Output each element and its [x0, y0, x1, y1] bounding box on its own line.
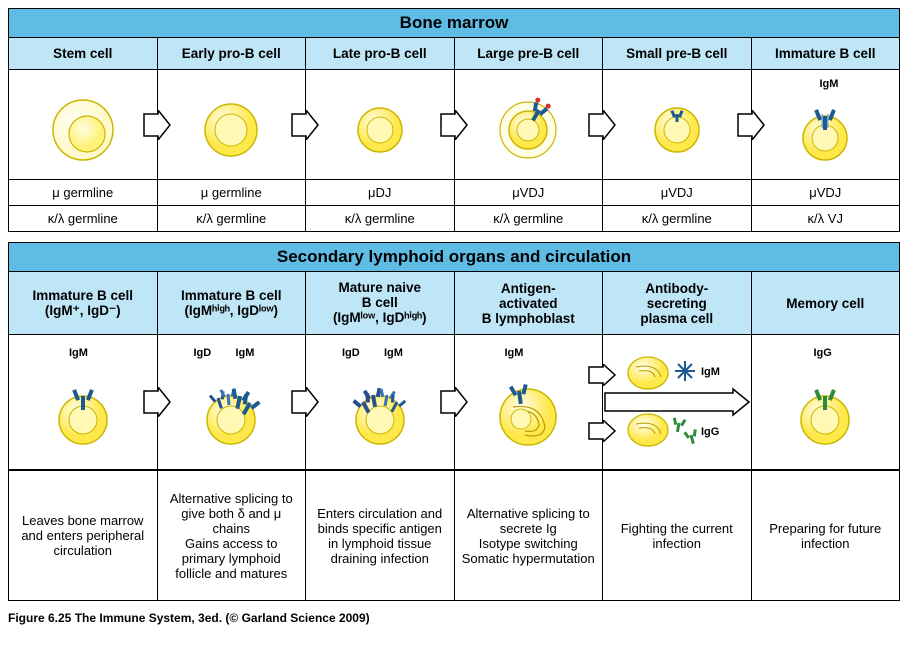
plasma-igm-text: IgM [701, 366, 720, 378]
gene-cell: κ/λ germline [455, 206, 604, 231]
mature-naive-img: IgD IgM [306, 335, 455, 470]
gene-cell: κ/λ VJ [752, 206, 900, 231]
col-head: Antibody- secreting plasma cell [603, 272, 752, 335]
igm-label: IgM [384, 347, 403, 359]
col-head: Memory cell [752, 272, 900, 335]
section2-header-row: Immature B cell (IgM⁺, IgD⁻) Immature B … [9, 272, 899, 335]
desc-cell: Preparing for future infection [752, 470, 900, 600]
immature-b-img2: IgM [9, 335, 158, 470]
gene-cell: μVDJ [455, 180, 604, 206]
section1-gene-row1: μ germline μ germline μDJ μVDJ μVDJ μVDJ [9, 180, 899, 206]
col-head: Stem cell [9, 38, 158, 70]
secondary-lymphoid-section: Secondary lymphoid organs and circulatio… [8, 242, 900, 601]
igm-label: IgM [69, 347, 88, 359]
early-pro-b-img [158, 70, 307, 180]
desc-cell: Fighting the current infection [603, 470, 752, 600]
section2-image-row: IgM IgD IgM [9, 335, 899, 470]
gene-cell: μ germline [9, 180, 158, 206]
col-head: Small pre-B cell [603, 38, 752, 70]
col-head: Early pro-B cell [158, 38, 307, 70]
col-head: Immature B cell [752, 38, 900, 70]
section2-title: Secondary lymphoid organs and circulatio… [9, 243, 899, 272]
igd-label: IgD [342, 347, 360, 359]
large-pre-b-img [455, 70, 604, 180]
desc-cell: Leaves bone marrow and enters peripheral… [9, 470, 158, 600]
gene-cell: κ/λ germline [9, 206, 158, 231]
igm-label: IgM [236, 347, 255, 359]
section1-header-row: Stem cell Early pro-B cell Late pro-B ce… [9, 38, 899, 70]
plasma-cell-img: IgM IgG [603, 335, 752, 470]
memory-cell-img: IgG [752, 335, 900, 470]
igm-label: IgM [505, 347, 524, 359]
section1-image-row: IgM [9, 70, 899, 180]
gene-cell: κ/λ germline [158, 206, 307, 231]
section1-title: Bone marrow [9, 9, 899, 38]
section1-gene-row2: κ/λ germline κ/λ germline κ/λ germline κ… [9, 206, 899, 231]
col-head: Antigen- activated B lymphoblast [455, 272, 604, 335]
col-head: Large pre-B cell [455, 38, 604, 70]
igm-label: IgM [820, 78, 839, 90]
gene-cell: κ/λ germline [603, 206, 752, 231]
gene-cell: κ/λ germline [306, 206, 455, 231]
gene-cell: μDJ [306, 180, 455, 206]
desc-cell: Alternative splicing to give both δ and … [158, 470, 307, 600]
desc-cell: Alternative splicing to secrete Ig Isoty… [455, 470, 604, 600]
lymphoblast-img: IgM [455, 335, 604, 470]
col-head: Late pro-B cell [306, 38, 455, 70]
desc-cell: Enters circulation and binds specific an… [306, 470, 455, 600]
plasma-igg-text: IgG [701, 426, 719, 438]
gene-cell: μ germline [158, 180, 307, 206]
immature-b-img: IgM [752, 70, 900, 180]
late-pro-b-img [306, 70, 455, 180]
figure-caption: Figure 6.25 The Immune System, 3ed. (© G… [8, 611, 900, 625]
igd-label: IgD [194, 347, 212, 359]
col-head: Mature naive B cell (IgMˡᵒʷ, IgDʰⁱᵍʰ) [306, 272, 455, 335]
igg-label: IgG [814, 347, 832, 359]
immature-b-high-img: IgD IgM [158, 335, 307, 470]
gene-cell: μVDJ [752, 180, 900, 206]
stem-cell-img [9, 70, 158, 180]
small-pre-b-img [603, 70, 752, 180]
col-head: Immature B cell (IgM⁺, IgD⁻) [9, 272, 158, 335]
col-head: Immature B cell (IgMʰⁱᵍʰ, IgDˡᵒʷ) [158, 272, 307, 335]
gene-cell: μVDJ [603, 180, 752, 206]
bone-marrow-section: Bone marrow Stem cell Early pro-B cell L… [8, 8, 900, 232]
section2-desc-row: Leaves bone marrow and enters peripheral… [9, 470, 899, 600]
